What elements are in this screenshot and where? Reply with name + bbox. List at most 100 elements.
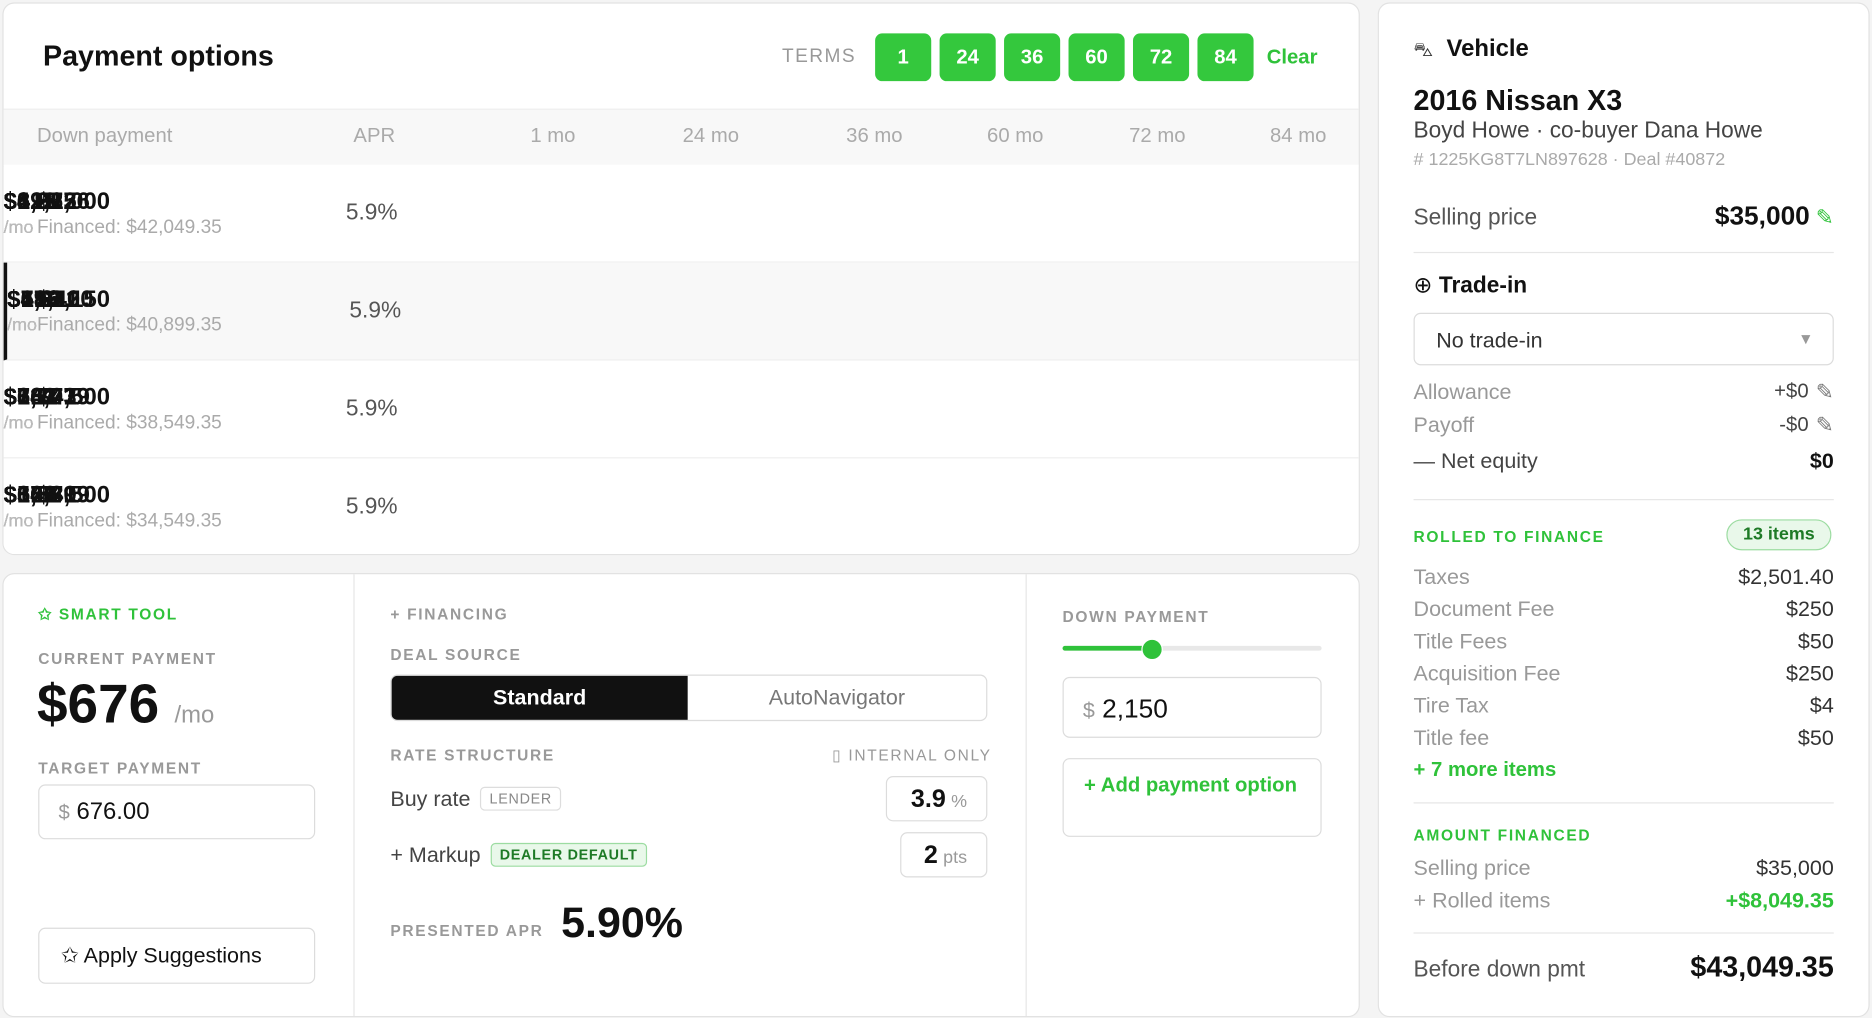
value: +$0: [1774, 379, 1809, 403]
text: Apply Suggestions: [83, 943, 262, 968]
table-row[interactable]: $8,500 Financed: $34,549.35 5.9% $34,719/mo…: [3, 458, 1359, 554]
tab[interactable]: Standard: [391, 675, 688, 720]
label: Payoff: [1413, 413, 1475, 437]
label: Acquisition Fee: [1413, 661, 1561, 686]
edit-icon[interactable]: ✎: [1815, 413, 1834, 437]
term-button[interactable]: 24: [939, 33, 996, 82]
apr: 5.9%: [345, 396, 398, 422]
slider-track: [1062, 645, 1322, 651]
value-wrap: $50: [1798, 726, 1834, 751]
table-row[interactable]: $1,000 Financed: $42,049.35 5.9% $42,256/mo…: [3, 164, 1359, 263]
payment: $1,811: [7, 286, 79, 313]
value: +$8,049.35: [1725, 888, 1834, 913]
payment: $1,707: [3, 384, 77, 411]
label: Taxes: [1413, 564, 1470, 589]
kv-row: Selling price $35,000: [1414, 856, 1834, 881]
unit: /mo: [3, 510, 34, 532]
unit: /mo: [7, 315, 38, 336]
amount-title: AMOUNT FINANCED: [1413, 826, 1592, 845]
tab[interactable]: AutoNavigator: [768, 685, 905, 710]
net-row: — Net equity $0: [1414, 449, 1834, 474]
down-amount: $4,500: [37, 384, 111, 411]
divider: [1413, 499, 1834, 501]
text: INTERNAL ONLY: [848, 746, 992, 765]
value: 2: [923, 841, 938, 870]
payment: $1,242: [7, 286, 81, 313]
term-button[interactable]: 60: [1068, 33, 1125, 82]
label: Allowance: [1413, 379, 1512, 404]
label: Before down pmt: [1413, 957, 1586, 983]
buyers: Boyd Howe · co-buyer Dana Howe: [1413, 118, 1763, 144]
term-button[interactable]: 84: [1197, 33, 1254, 82]
unit: /mo: [7, 315, 38, 336]
label: Title fee: [1413, 725, 1490, 750]
slider-fill: [1062, 645, 1153, 651]
down-input[interactable]: $ 2,150: [1062, 676, 1322, 738]
add-option[interactable]: + Add payment option: [1062, 758, 1322, 837]
target-input[interactable]: $ 676.00: [38, 784, 316, 840]
deal-source-tabs: Standard AutoNavigator: [390, 674, 988, 722]
divider: [1413, 932, 1834, 934]
label: Buy rate: [390, 786, 471, 811]
payment-options-card: Payment options TERMS 1 24 36 60 72 84 Clear …: [2, 2, 1360, 556]
payment: $1,171: [3, 384, 77, 411]
presented-label: PRESENTED APR: [390, 921, 544, 940]
text: No trade-in: [1436, 328, 1543, 353]
unit: /mo: [3, 413, 34, 434]
title: Payment options: [42, 40, 274, 73]
unit: /mo: [3, 510, 34, 532]
kv-row: Title Fees $50: [1414, 629, 1834, 654]
apr: 5.9%: [345, 494, 398, 520]
payment: $1,049: [3, 482, 77, 509]
more-items[interactable]: + 7 more items: [1413, 758, 1557, 781]
unit: %: [951, 791, 968, 812]
kv-row: Tire Tax $4: [1414, 694, 1834, 719]
payment: $503: [3, 482, 57, 509]
vehicle-card: [1377, 2, 1870, 1018]
term-button[interactable]: 1: [875, 33, 932, 82]
down-label: DOWN PAYMENT: [1062, 607, 1210, 626]
term-button[interactable]: 36: [1004, 33, 1061, 82]
financed: Financed: $38,549.35: [37, 413, 222, 434]
value-wrap: $50: [1798, 629, 1834, 654]
trade-in-select[interactable]: No trade-in ▼: [1413, 312, 1834, 366]
value: $4: [1809, 693, 1834, 718]
unit: /mo: [3, 413, 34, 434]
value: $50: [1797, 629, 1834, 654]
buy-rate-input[interactable]: 3.9 %: [885, 776, 988, 822]
unit: /mo: [7, 315, 38, 336]
payment: $571: [3, 482, 57, 509]
kv-row: Taxes $2,501.40: [1414, 565, 1834, 590]
text: SMART TOOL: [58, 605, 178, 624]
edit-icon[interactable]: ✎: [1815, 205, 1834, 230]
payment: $561: [3, 384, 57, 411]
column-header: 1 mo: [530, 124, 576, 147]
term-button[interactable]: 72: [1132, 33, 1190, 82]
financed: Financed: $42,049.35: [37, 217, 222, 238]
internal-only: ▯ INTERNAL ONLY: [832, 746, 992, 765]
markup-input[interactable]: 2 pts: [900, 832, 988, 878]
label: Selling price: [1413, 856, 1531, 880]
column-header: Down payment: [37, 124, 173, 147]
edit-icon[interactable]: ✎: [1815, 379, 1834, 404]
terms: 1 24 36 60 72 84: [875, 33, 1254, 82]
apply-button[interactable]: ✩ Apply Suggestions: [38, 927, 316, 984]
clear-button[interactable]: Clear: [1266, 45, 1318, 69]
payment: $612: [3, 188, 57, 215]
table-row[interactable]: $2,150 Financed: $40,899.35 5.9% $41,100/mo…: [3, 262, 1359, 361]
value: $0: [1809, 448, 1834, 473]
column-header: 24 mo: [682, 124, 740, 147]
divider: [1413, 251, 1834, 254]
table-row[interactable]: $4,500 Financed: $38,549.35 5.9% $38,739/mo…: [3, 360, 1359, 459]
label: + Markup: [390, 842, 481, 867]
value: $35,000: [1756, 856, 1834, 880]
value-wrap: $4: [1810, 694, 1834, 719]
selling-row: Selling price $35,000 ✎: [1414, 201, 1834, 232]
value: $676: [37, 672, 160, 735]
slider-thumb[interactable]: [1141, 638, 1163, 661]
value: $35,000: [1714, 200, 1810, 231]
current-payment: $676 /mo: [37, 671, 214, 735]
value-wrap: -$0 ✎: [1779, 413, 1834, 438]
value: $250: [1785, 596, 1834, 621]
value: 676.00: [76, 798, 150, 825]
